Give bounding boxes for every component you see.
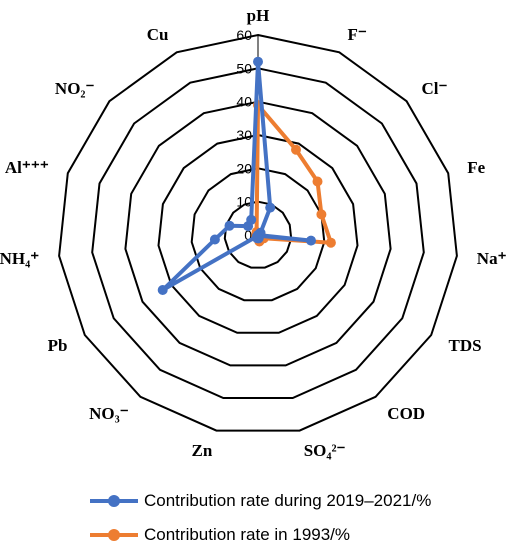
legend-label-series-2: Contribution rate in 1993/% (144, 525, 351, 544)
grid-ring-30 (157, 133, 359, 334)
axis-label-12: NH₄⁺ (0, 249, 39, 268)
axis-label-10: NO₃⁻ (89, 404, 129, 423)
radar-chart: 0 10 20 30 40 50 60 pH F⁻ Cl⁻ Fe Na⁺ TDS COD SO₄²⁻ Zn N… (0, 6, 507, 460)
series-1-point-13 (224, 220, 235, 231)
tick-label-20: 20 (236, 160, 252, 176)
tick-label-60: 60 (236, 27, 252, 43)
axis-label-6: TDS (449, 336, 482, 355)
series-2-point-4 (316, 209, 327, 220)
grid-ring-40 (124, 100, 392, 367)
legend-swatch-series-1 (90, 491, 138, 511)
grid-ring-20 (190, 167, 326, 302)
tick-label-10: 10 (236, 194, 252, 210)
series-1-point-15 (246, 214, 257, 225)
series-1-point-11 (157, 285, 168, 295)
series-1-point-2 (265, 202, 276, 213)
legend-label-series-1: Contribution rate during 2019–2021/% (144, 491, 432, 510)
tick-label-50: 50 (236, 60, 252, 76)
series-2-point-3 (312, 176, 323, 187)
tick-label-30: 30 (236, 127, 252, 143)
axis-label-5: Na⁺ (477, 249, 507, 268)
axis-label-15: Cu (147, 25, 169, 44)
axis-label-2: F⁻ (348, 25, 367, 44)
axis-label-1: pH (247, 6, 270, 25)
axis-label-7: COD (387, 404, 425, 423)
radar-grid (58, 33, 458, 432)
axis-label-3: Cl⁻ (422, 79, 448, 98)
series-1-point-10 (252, 231, 262, 242)
tick-label-40: 40 (236, 94, 252, 110)
axis-label-14: NO₂⁻ (55, 79, 95, 98)
axis-label-8: SO₄²⁻ (304, 441, 346, 460)
series-1-point-1 (253, 56, 263, 67)
legend-item-series-2: Contribution rate in 1993/% (90, 518, 510, 552)
tick-label-0: 0 (244, 227, 252, 243)
axis-label-13: Al⁺⁺⁺ (5, 158, 49, 177)
series-1-point-5 (306, 235, 316, 246)
series-1-point-12 (209, 234, 220, 245)
axis-label-9: Zn (192, 441, 213, 460)
radial-tick-labels: 0 10 20 30 40 50 60 (236, 27, 252, 243)
series-2-point-2 (291, 144, 301, 155)
grid-ring-50 (91, 67, 425, 399)
legend-swatch-series-2 (90, 525, 138, 545)
series-2-point-5 (325, 237, 336, 248)
legend-item-series-1: Contribution rate during 2019–2021/% (90, 484, 510, 518)
legend: Contribution rate during 2019–2021/% Con… (90, 484, 510, 552)
series-layer (157, 56, 336, 295)
grid-ring-10 (223, 200, 293, 269)
axis-label-11: Pb (48, 336, 68, 355)
axis-labels: pH F⁻ Cl⁻ Fe Na⁺ TDS COD SO₄²⁻ Zn NO₃⁻ Pb NH₄⁺ Al⁺⁺⁺… (0, 6, 507, 460)
grid-ring-60 (58, 33, 458, 432)
axis-label-4: Fe (467, 158, 485, 177)
